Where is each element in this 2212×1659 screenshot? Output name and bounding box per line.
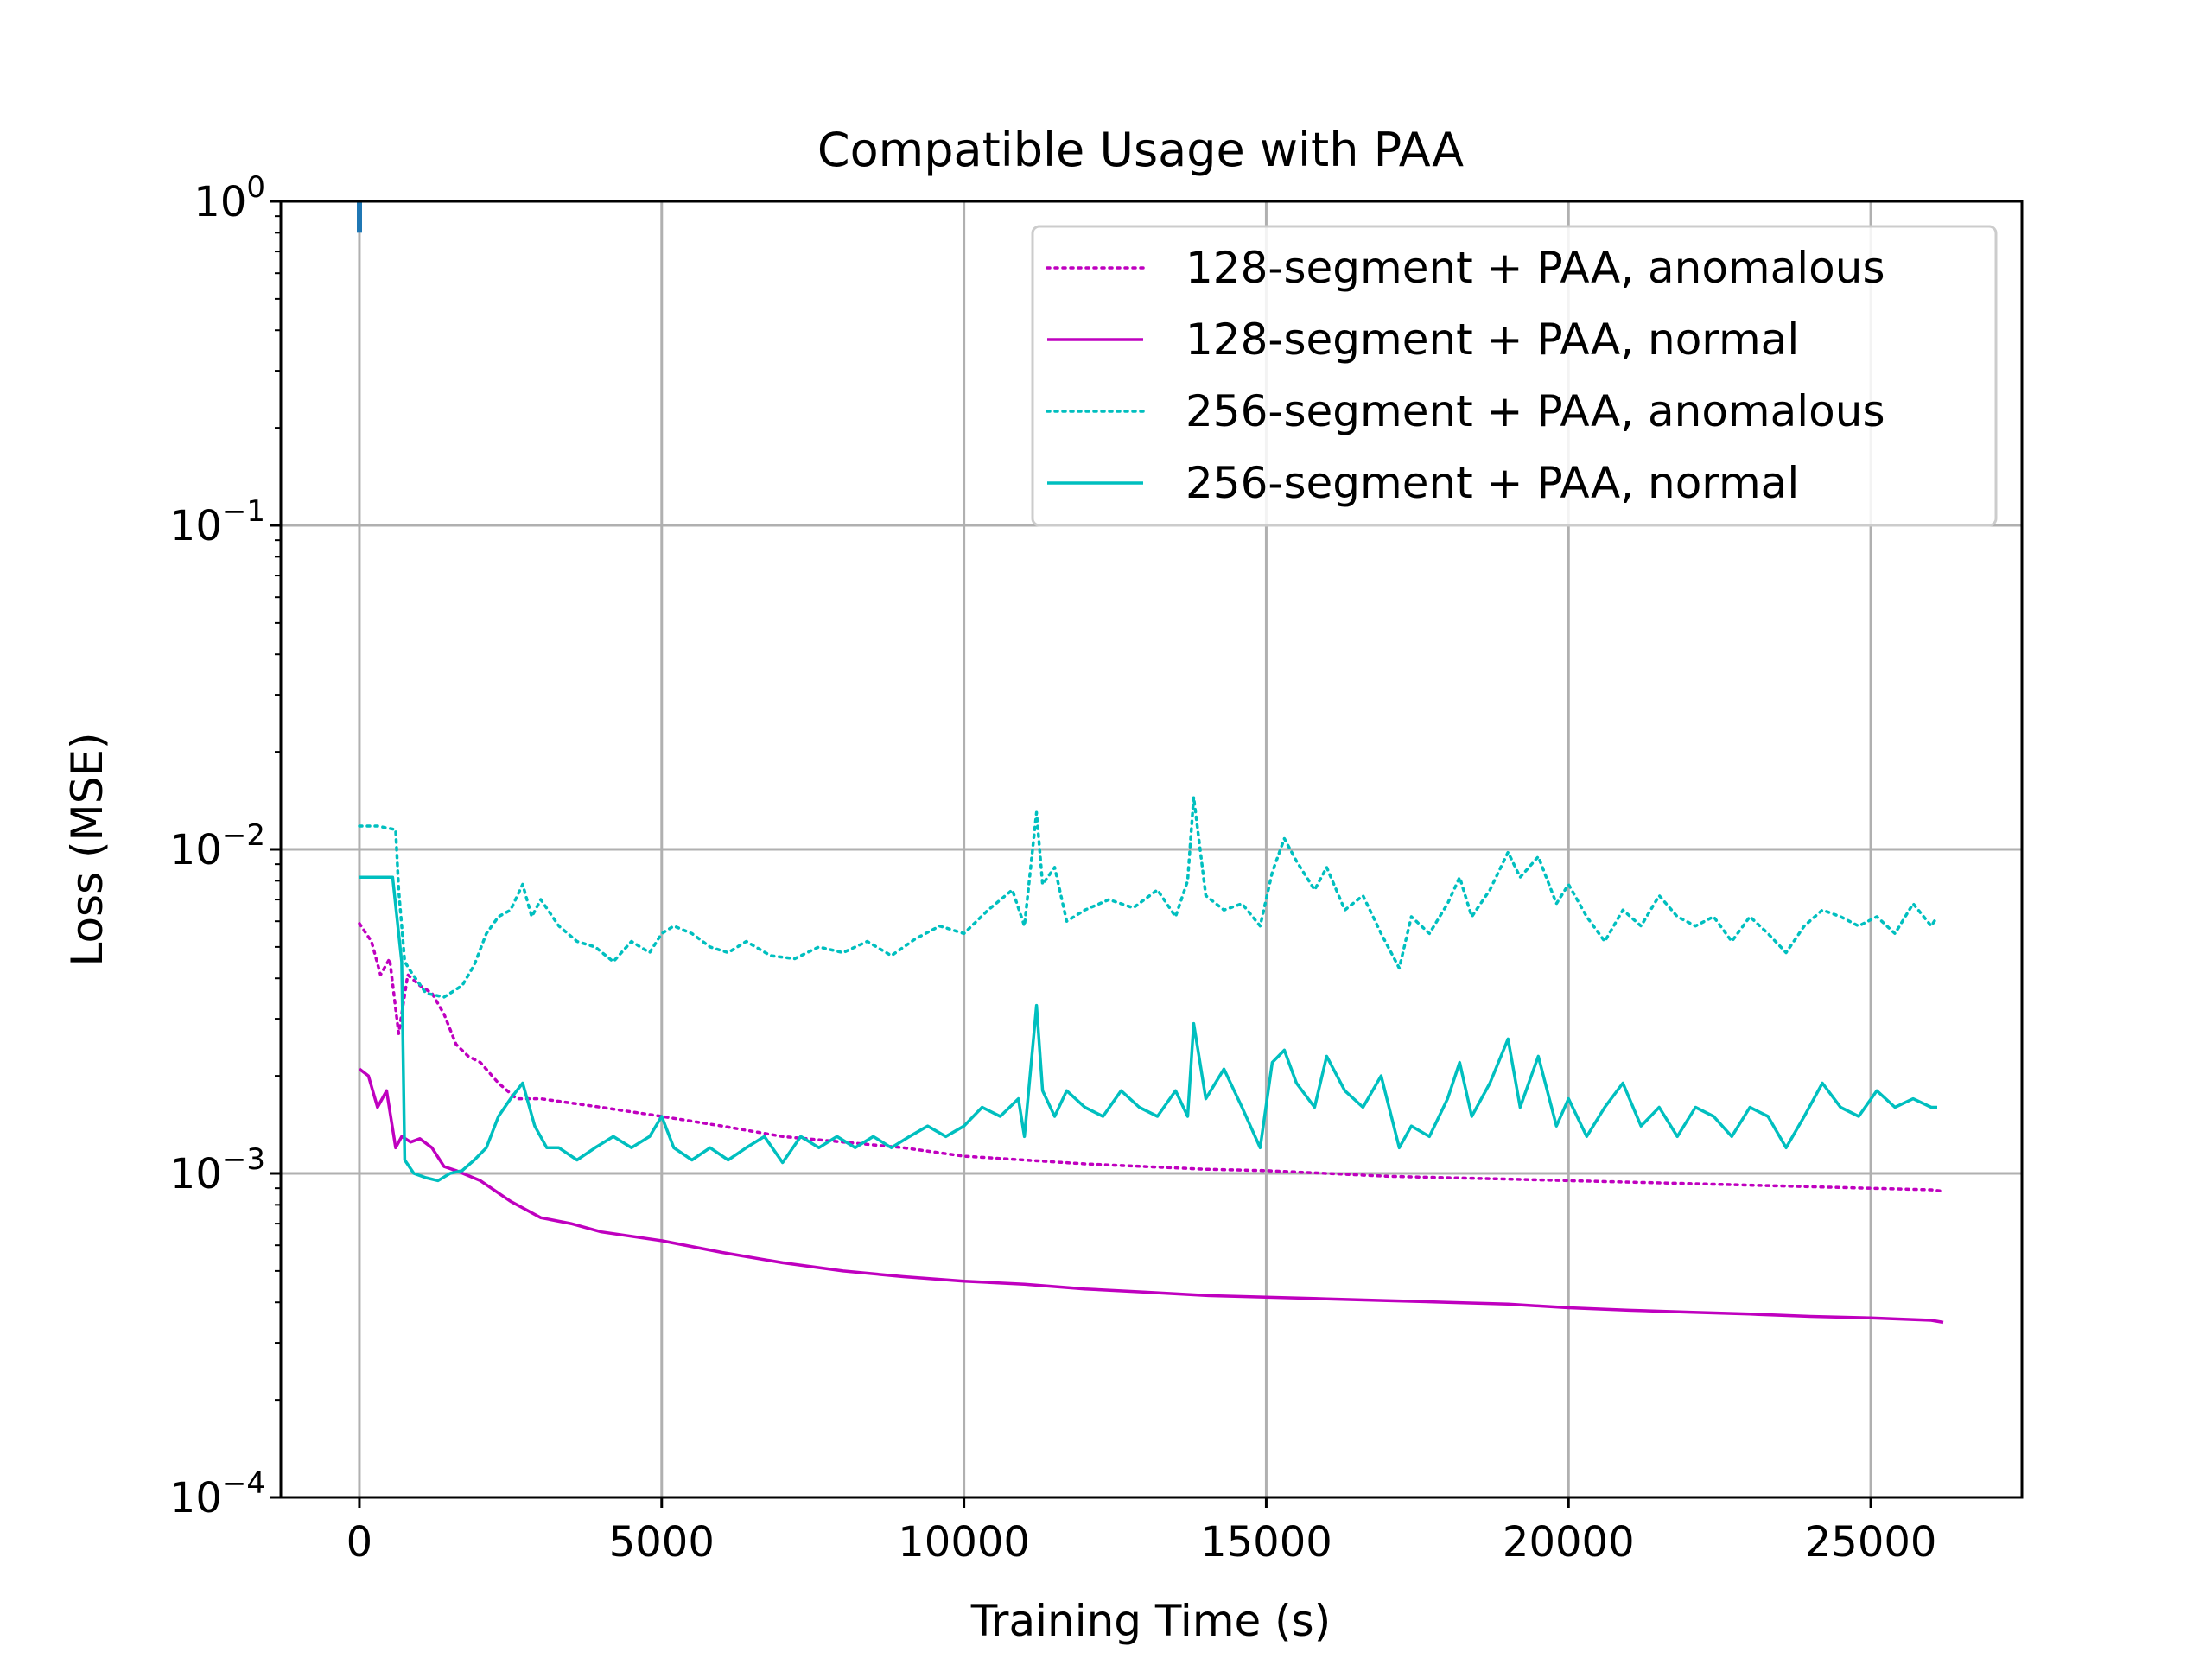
legend-label: 256-segment + PAA, normal — [1185, 458, 1799, 508]
legend-label: 128-segment + PAA, anomalous — [1185, 243, 1885, 293]
y-tick-label: 100 — [194, 170, 265, 226]
legend: 128-segment + PAA, anomalous 128-segment … — [1031, 225, 1998, 527]
series-line — [359, 875, 1937, 1183]
y-axis-ticks: 100 10−1 10−2 10−3 10−4 — [169, 170, 281, 1522]
x-tick-label: 15000 — [1200, 1518, 1332, 1567]
series-line — [358, 795, 1939, 999]
legend-label: 256-segment + PAA, anomalous — [1185, 386, 1885, 436]
legend-label: 128-segment + PAA, normal — [1185, 315, 1799, 365]
y-tick-label: 10−1 — [169, 494, 265, 550]
x-tick-label: 5000 — [609, 1518, 715, 1567]
x-tick-label: 20000 — [1503, 1518, 1635, 1567]
y-tick-label: 10−4 — [169, 1466, 265, 1522]
y-axis-label: Loss (MSE) — [62, 732, 112, 966]
x-axis-ticks: 0 5000 10000 15000 20000 25000 — [346, 1497, 1937, 1567]
series-line — [358, 1067, 1944, 1325]
series-layer — [357, 201, 1945, 1325]
series-line — [358, 922, 1945, 1193]
chart-title: Compatible Usage with PAA — [817, 123, 1464, 177]
x-tick-label: 10000 — [898, 1518, 1030, 1567]
x-axis-label: Training Time (s) — [970, 1596, 1332, 1646]
legend-box — [1031, 225, 1998, 527]
y-tick-label: 10−3 — [169, 1142, 265, 1198]
x-tick-label: 25000 — [1805, 1518, 1937, 1567]
x-tick-label: 0 — [346, 1518, 373, 1567]
y-tick-label: 10−2 — [169, 818, 265, 874]
